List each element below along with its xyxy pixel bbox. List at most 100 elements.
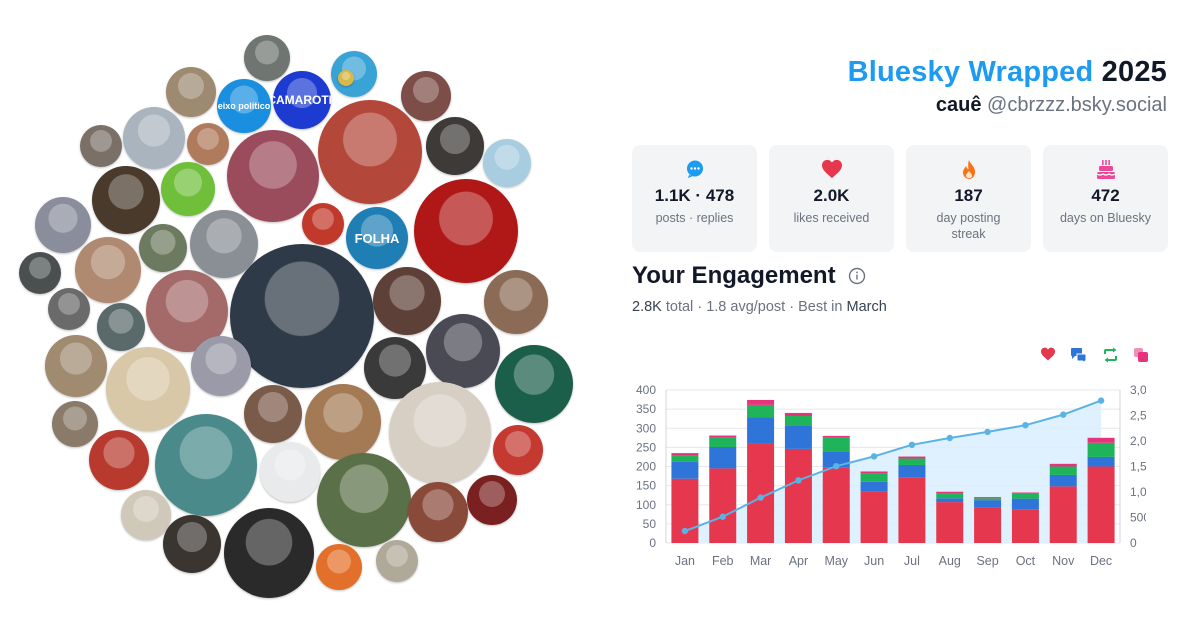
avatar-label: FOLHA	[354, 230, 400, 246]
y-tick-label: 150	[636, 479, 656, 493]
bar-segment	[898, 458, 926, 465]
avatar[interactable]	[373, 267, 441, 335]
avatar[interactable]	[19, 252, 61, 294]
stat-value: 472	[1091, 186, 1120, 205]
avatar[interactable]	[408, 482, 468, 542]
engagement-header: Your Engagement	[632, 262, 866, 290]
avatar[interactable]	[146, 270, 228, 352]
bar-segment	[709, 446, 737, 469]
avatar[interactable]	[190, 210, 258, 278]
avatar[interactable]	[123, 107, 185, 169]
avatar[interactable]: CAMAROTE	[273, 71, 331, 129]
engagement-summary: 2.8K total · 1.8 avg/post · Best in Marc…	[632, 299, 887, 315]
y2-tick-label: 3,000	[1130, 383, 1146, 397]
bar-segment	[1087, 456, 1115, 467]
avatar[interactable]	[318, 100, 422, 204]
avatar[interactable]	[495, 345, 573, 423]
stat-label: days on Bluesky	[1059, 211, 1152, 225]
repost-icon[interactable]	[1102, 347, 1119, 363]
bar-segment	[860, 491, 888, 543]
engagement-average: 1.8 avg/post	[706, 299, 786, 315]
avatar[interactable]	[155, 414, 257, 516]
y-tick-label: 50	[643, 517, 657, 531]
bar-segment	[747, 399, 775, 405]
avatar[interactable]	[80, 125, 122, 167]
avatar[interactable]	[316, 544, 362, 590]
avatar[interactable]	[426, 117, 484, 175]
avatar[interactable]	[376, 540, 418, 582]
avatar[interactable]	[89, 430, 149, 490]
x-tick-label: Apr	[789, 554, 808, 568]
brand-title: Bluesky Wrapped	[847, 56, 1094, 88]
bar-segment	[822, 437, 850, 452]
y2-tick-label: 2,000	[1130, 434, 1146, 448]
stat-value: 1.1K · 478	[654, 186, 735, 205]
avatar[interactable]	[191, 336, 251, 396]
avatar[interactable]	[139, 224, 187, 272]
avatar[interactable]: eixo político	[217, 79, 271, 133]
avatar[interactable]	[493, 425, 543, 475]
cumulative-point	[946, 434, 953, 442]
cumulative-point	[1022, 421, 1029, 429]
avatar[interactable]	[260, 442, 320, 502]
stat-card-likes: 2.0K likes received	[769, 145, 894, 252]
bar-segment	[936, 493, 964, 499]
avatar[interactable]	[92, 166, 160, 234]
info-icon[interactable]	[848, 267, 866, 285]
avatar[interactable]	[484, 270, 548, 334]
avatar[interactable]	[97, 303, 145, 351]
avatar[interactable]	[187, 123, 229, 165]
avatar[interactable]	[483, 139, 531, 187]
quote-icon[interactable]	[1133, 347, 1149, 363]
avatar[interactable]	[52, 401, 98, 447]
x-tick-label: Feb	[712, 554, 734, 568]
avatar[interactable]	[244, 35, 290, 81]
cumulative-point	[833, 462, 840, 470]
avatar[interactable]	[401, 71, 451, 121]
heart-icon[interactable]	[1040, 347, 1056, 363]
avatar[interactable]	[414, 179, 518, 283]
user-identity: cauê @cbrzzz.bsky.social	[936, 94, 1167, 117]
avatar[interactable]	[121, 490, 171, 540]
avatar[interactable]	[75, 237, 141, 303]
y2-tick-label: 1,000	[1130, 485, 1146, 499]
avatar[interactable]	[106, 347, 190, 431]
avatar[interactable]	[317, 453, 411, 547]
bar-segment	[936, 491, 964, 494]
avatar[interactable]	[161, 162, 215, 216]
avatar[interactable]: FOLHA	[346, 207, 408, 269]
avatar-label: CAMAROTE	[273, 93, 331, 107]
stat-value: 2.0K	[813, 186, 850, 205]
avatar-collage: eixo políticoCAMAROTE FOLHA	[19, 35, 573, 598]
bar-segment	[784, 416, 812, 426]
engagement-total-label: total	[665, 299, 694, 315]
engagement-total: 2.8K	[632, 299, 662, 315]
avatar[interactable]	[389, 382, 491, 484]
y-tick-label: 250	[636, 440, 656, 454]
bar-segment	[1011, 493, 1039, 499]
avatar[interactable]	[45, 335, 107, 397]
avatar[interactable]	[48, 288, 90, 330]
page-title: Bluesky Wrapped 2025	[848, 56, 1167, 89]
avatar[interactable]	[224, 508, 314, 598]
separator: ·	[697, 299, 703, 315]
reply-icon[interactable]	[1070, 347, 1088, 363]
avatar[interactable]	[305, 384, 381, 460]
avatar[interactable]	[166, 67, 216, 117]
avatar[interactable]	[467, 475, 517, 525]
bar-segment	[1049, 474, 1077, 487]
cumulative-point	[984, 428, 991, 436]
cumulative-line	[684, 399, 1102, 532]
bar-segment	[974, 498, 1002, 501]
avatar[interactable]	[338, 70, 354, 86]
bar-segment	[671, 461, 699, 479]
avatar[interactable]	[35, 197, 91, 253]
avatar[interactable]	[244, 385, 302, 443]
avatar[interactable]	[163, 515, 221, 573]
cumulative-point	[1060, 411, 1067, 418]
avatar[interactable]	[227, 130, 319, 222]
avatar[interactable]	[426, 314, 500, 388]
bar-segment	[1049, 486, 1077, 543]
avatar[interactable]	[230, 244, 374, 388]
avatar[interactable]	[302, 203, 344, 245]
